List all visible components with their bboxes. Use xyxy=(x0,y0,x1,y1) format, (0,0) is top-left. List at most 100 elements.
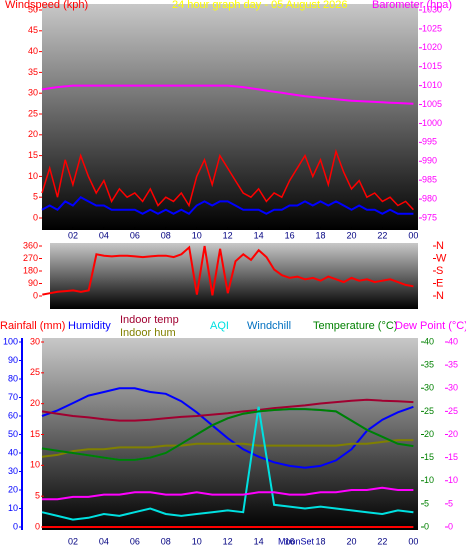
series-line xyxy=(42,245,414,296)
y-tick-label: 10 xyxy=(30,460,40,470)
y-tick-label: 50 xyxy=(28,4,38,14)
y-tick-label: 10 xyxy=(448,475,458,485)
y-tick-label: 35 xyxy=(424,360,434,370)
x-tick-label: 10 xyxy=(192,230,202,240)
legend-entry: Dew Point (°C) xyxy=(395,320,466,332)
x-tick-label: 10 xyxy=(192,536,202,546)
plot-background xyxy=(50,243,418,309)
y-tick-label: 35 xyxy=(28,67,38,77)
y-tick-label: 0 xyxy=(448,521,453,531)
y-tick-label: 20 xyxy=(28,129,38,139)
y-tick-label: 0 xyxy=(33,290,38,300)
legend-entry: AQI xyxy=(210,320,229,332)
y-tick-label: 5 xyxy=(35,491,40,501)
y-tick-label: 90 xyxy=(8,355,18,365)
y-tick-label: 5 xyxy=(33,192,38,202)
x-tick-label: 00 xyxy=(408,536,418,546)
y-tick-label: 30 xyxy=(8,466,18,476)
y-tick-label: 975 xyxy=(422,212,437,222)
wind-label: Windspeed (kph) xyxy=(5,0,88,11)
series-line xyxy=(42,486,414,501)
y-tick-label: 10 xyxy=(28,171,38,181)
baro-label: Barometer (hpa) xyxy=(372,0,452,11)
x-tick-label: 02 xyxy=(68,536,78,546)
series-line xyxy=(41,406,414,521)
y-tick-label: W xyxy=(436,252,447,264)
x-tick-label: 20 xyxy=(346,536,356,546)
x-tick-label: 20 xyxy=(346,230,356,240)
x-tick-label: 08 xyxy=(161,230,171,240)
y-tick-label: 980 xyxy=(422,193,437,203)
y-tick-label: 35 xyxy=(448,360,458,370)
y-tick-label: 40 xyxy=(8,447,18,457)
y-tick-label: 30 xyxy=(448,383,458,393)
y-tick-label: 60 xyxy=(8,410,18,420)
series-line xyxy=(41,148,414,211)
x-tick-label: 12 xyxy=(223,536,233,546)
y-tick-label: E xyxy=(436,277,443,289)
y-tick-label: 25 xyxy=(30,367,40,377)
y-tick-label: 1030 xyxy=(422,4,442,14)
plot-background xyxy=(42,338,418,530)
x-tick-label: 04 xyxy=(99,230,109,240)
y-tick-label: 1015 xyxy=(422,61,442,71)
y-tick-label: 25 xyxy=(448,406,458,416)
legend-entry: Temperature (°C) xyxy=(313,320,397,332)
x-tick-label: 04 xyxy=(99,536,109,546)
y-tick-label: 90 xyxy=(28,278,38,288)
y-tick-label: 20 xyxy=(30,398,40,408)
chart-title: 24 hour graph day - 05 August 2026 xyxy=(172,0,348,11)
x-tick-label: 16 xyxy=(285,536,295,546)
y-tick-label: N xyxy=(436,240,444,252)
y-tick-label: 40 xyxy=(424,336,434,346)
y-tick-label: S xyxy=(436,265,443,277)
y-tick-label: 0 xyxy=(13,521,18,531)
x-tick-label: 18 xyxy=(316,230,326,240)
x-tick-label: 18 xyxy=(316,536,326,546)
y-tick-label: 990 xyxy=(422,156,437,166)
y-tick-label: 1005 xyxy=(422,99,442,109)
y-tick-label: 5 xyxy=(448,498,453,508)
y-tick-label: 1025 xyxy=(422,23,442,33)
y-tick-label: 20 xyxy=(448,429,458,439)
y-tick-label: 15 xyxy=(448,452,458,462)
y-tick-label: 15 xyxy=(424,452,434,462)
y-tick-label: N xyxy=(436,290,444,302)
y-tick-label: 1020 xyxy=(422,42,442,52)
y-tick-label: 270 xyxy=(23,253,38,263)
y-tick-label: 40 xyxy=(28,46,38,56)
x-tick-label: 06 xyxy=(130,230,140,240)
series-line xyxy=(41,408,414,461)
y-tick-label: 30 xyxy=(30,336,40,346)
x-tick-label: 14 xyxy=(254,536,264,546)
y-tick-label: 10 xyxy=(424,475,434,485)
y-tick-label: 0 xyxy=(33,212,38,222)
x-tick-label: 02 xyxy=(68,230,78,240)
y-tick-label: 15 xyxy=(30,429,40,439)
y-tick-label: 180 xyxy=(23,265,38,275)
x-tick-label: 06 xyxy=(130,536,140,546)
legend-entry: Windchill xyxy=(247,320,291,332)
y-tick-label: 360 xyxy=(23,240,38,250)
y-tick-label: 80 xyxy=(8,373,18,383)
y-tick-label: 45 xyxy=(28,25,38,35)
series-line xyxy=(41,439,414,458)
legend-entry: Indoor hum xyxy=(120,327,176,339)
legend-entry: Rainfall (mm) xyxy=(0,320,65,332)
x-tick-label: 16 xyxy=(285,230,295,240)
y-tick-label: 25 xyxy=(424,406,434,416)
series-line xyxy=(41,195,414,216)
y-tick-label: 70 xyxy=(8,392,18,402)
series-line xyxy=(41,84,414,105)
y-tick-label: 0 xyxy=(424,521,429,531)
y-tick-label: 40 xyxy=(448,336,458,346)
series-line xyxy=(41,387,414,469)
y-tick-label: 20 xyxy=(424,429,434,439)
x-tick-label: 12 xyxy=(223,230,233,240)
y-tick-label: 995 xyxy=(422,137,437,147)
y-tick-label: 1010 xyxy=(422,80,442,90)
plot-background xyxy=(42,4,418,230)
x-tick-label: 22 xyxy=(377,536,387,546)
y-tick-label: 0 xyxy=(35,521,40,531)
x-tick-label: 22 xyxy=(377,230,387,240)
